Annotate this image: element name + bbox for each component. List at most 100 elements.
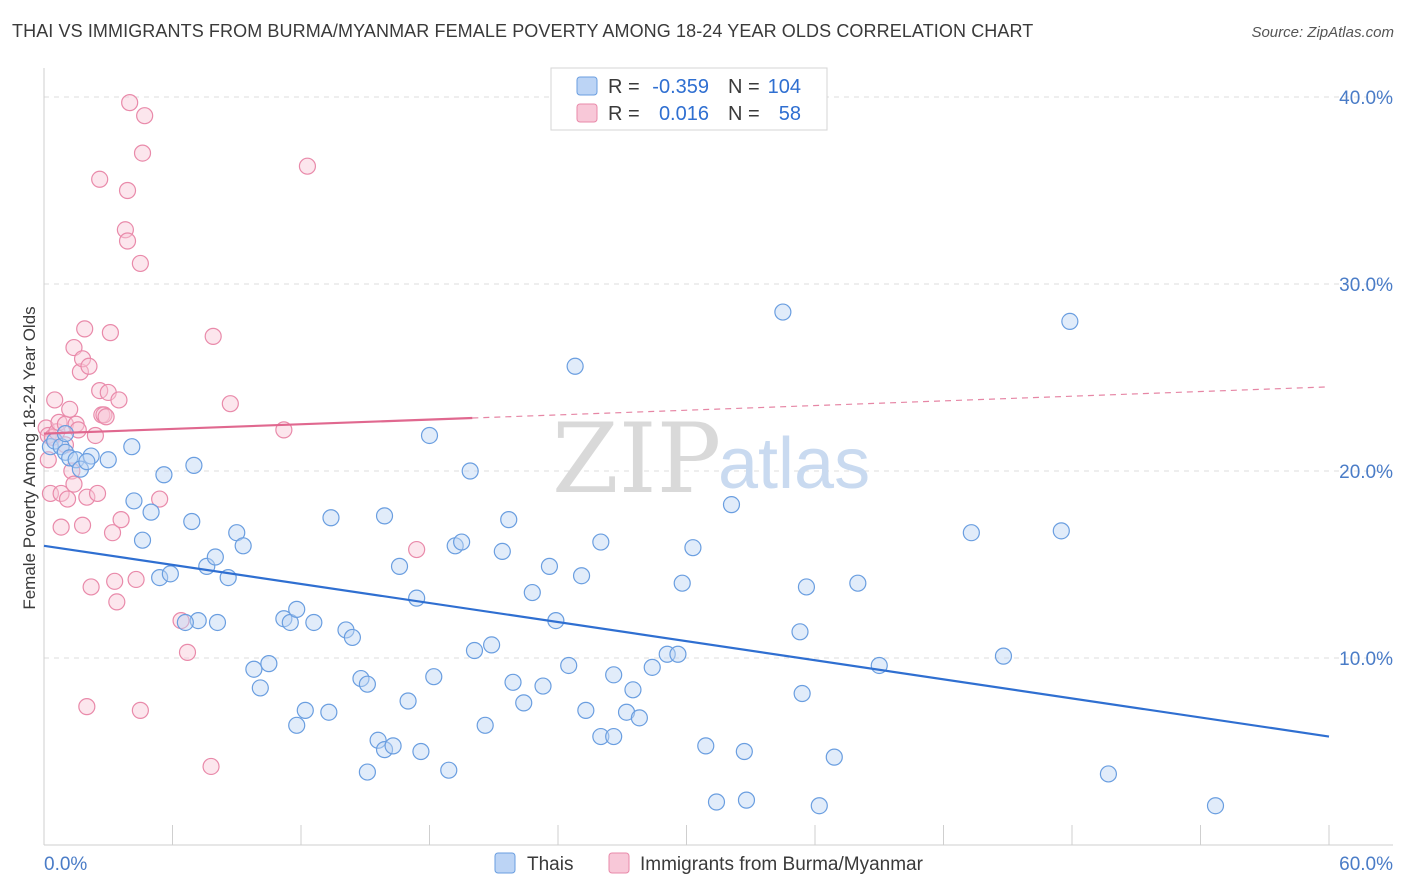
burma-point: [133, 144, 152, 162]
thais-point: [1061, 312, 1079, 330]
y-tick-label-10: 10.0%: [1339, 649, 1393, 670]
burma-point: [65, 475, 83, 493]
burma-point: [121, 94, 139, 112]
burma-point: [221, 395, 239, 413]
thais-point: [288, 600, 306, 618]
thais-point: [707, 793, 726, 811]
thais-point: [461, 462, 479, 480]
thais-point: [412, 742, 430, 761]
thais-point: [722, 496, 741, 514]
thais-point: [1052, 522, 1070, 540]
thais-point: [643, 658, 661, 676]
thais-point: [797, 578, 816, 596]
thais-point: [155, 466, 173, 484]
thais-point: [540, 557, 559, 575]
burma-point: [73, 516, 92, 534]
bottom-legend-burma: Immigrants from Burma/Myanmar: [640, 854, 924, 875]
thais-point: [320, 703, 338, 721]
source-label: Source: ZipAtlas.com: [1251, 24, 1394, 41]
thais-point: [534, 677, 552, 695]
y-axis-label: Female Poverty Among 18-24 Year Olds: [20, 306, 39, 609]
burma-point: [46, 391, 64, 409]
thais-point: [630, 709, 648, 727]
watermark-zip: ZIP: [552, 403, 721, 515]
watermark: ZIP atlas: [552, 403, 870, 515]
thais-point: [504, 673, 522, 691]
thais-point: [515, 694, 533, 712]
thais-point: [375, 741, 394, 759]
bottom-legend: Thais Immigrants from Burma/Myanmar: [494, 852, 924, 875]
thais-point: [793, 684, 811, 703]
x-tick-label-60: 60.0%: [1339, 854, 1393, 875]
burma-point: [127, 570, 145, 589]
thais-point: [288, 716, 306, 734]
legend-r-value-2: 0.016: [659, 103, 709, 125]
bottom-legend-swatch-burma: [608, 852, 630, 874]
thais-point: [605, 666, 623, 684]
thais-point: [189, 611, 207, 630]
burma-point: [298, 157, 317, 175]
thais-point: [791, 623, 809, 641]
legend-n-value-1: 104: [768, 76, 801, 98]
thais-point: [142, 503, 160, 521]
thais-point: [234, 537, 252, 555]
thais-point: [605, 727, 623, 746]
legend-n-value-2: 58: [779, 103, 801, 125]
burma-point: [408, 540, 426, 559]
burma-point: [103, 524, 122, 542]
thais-point: [399, 692, 417, 710]
thais-trend-line: [43, 544, 1330, 738]
x-tick-label-0: 0.0%: [44, 854, 87, 875]
x-tick-labels: 0.0% 60.0%: [44, 854, 1393, 875]
burma-point: [86, 426, 105, 445]
legend-r-value-1: -0.359: [652, 76, 709, 98]
thais-point: [994, 647, 1013, 665]
thais-point: [737, 791, 756, 809]
thais-point: [305, 613, 323, 632]
y-tick-label-20: 20.0%: [1339, 462, 1393, 483]
thais-point: [669, 645, 687, 663]
thais-point: [810, 797, 828, 815]
thais-point: [1099, 765, 1118, 783]
thais-point: [825, 748, 843, 766]
burma-point: [136, 107, 154, 125]
y-tick-label-40: 40.0%: [1339, 88, 1393, 109]
burma-point: [112, 511, 130, 529]
thais-point: [560, 656, 578, 675]
chart-title: THAI VS IMMIGRANTS FROM BURMA/MYANMAR FE…: [12, 21, 1034, 41]
thais-point: [572, 567, 591, 585]
thais-point: [735, 742, 753, 761]
y-tick-label-30: 30.0%: [1339, 275, 1393, 296]
thais-point: [245, 660, 263, 678]
thais-point: [453, 533, 471, 551]
burma-point: [110, 391, 128, 409]
thais-point: [962, 524, 980, 542]
burma-point: [131, 701, 149, 719]
burma-point: [61, 400, 79, 418]
thais-point: [133, 531, 152, 549]
series-thais-points: [41, 303, 1225, 815]
burma-point: [101, 324, 119, 342]
thais-point: [358, 675, 376, 693]
burma-point: [131, 254, 149, 273]
thais-point: [673, 574, 691, 592]
legend-box: R = -0.359 N = 104 R = 0.016 N = 58: [550, 67, 828, 131]
thais-point: [260, 655, 278, 673]
burma-point: [178, 643, 197, 661]
burma-trend-line: [43, 416, 473, 435]
burma-point: [202, 757, 220, 776]
burma-point: [151, 490, 169, 508]
thais-point: [125, 492, 143, 510]
bottom-legend-thais: Thais: [527, 854, 573, 875]
thais-point: [369, 731, 387, 749]
thais-point: [343, 628, 361, 647]
thais-point: [375, 507, 394, 525]
thais-point: [774, 303, 792, 321]
thais-point: [99, 451, 117, 469]
thais-point: [697, 737, 715, 755]
burma-point: [69, 421, 87, 439]
thais-point: [425, 668, 443, 686]
bottom-legend-swatch-thais: [494, 852, 516, 874]
axes: [43, 68, 1393, 846]
